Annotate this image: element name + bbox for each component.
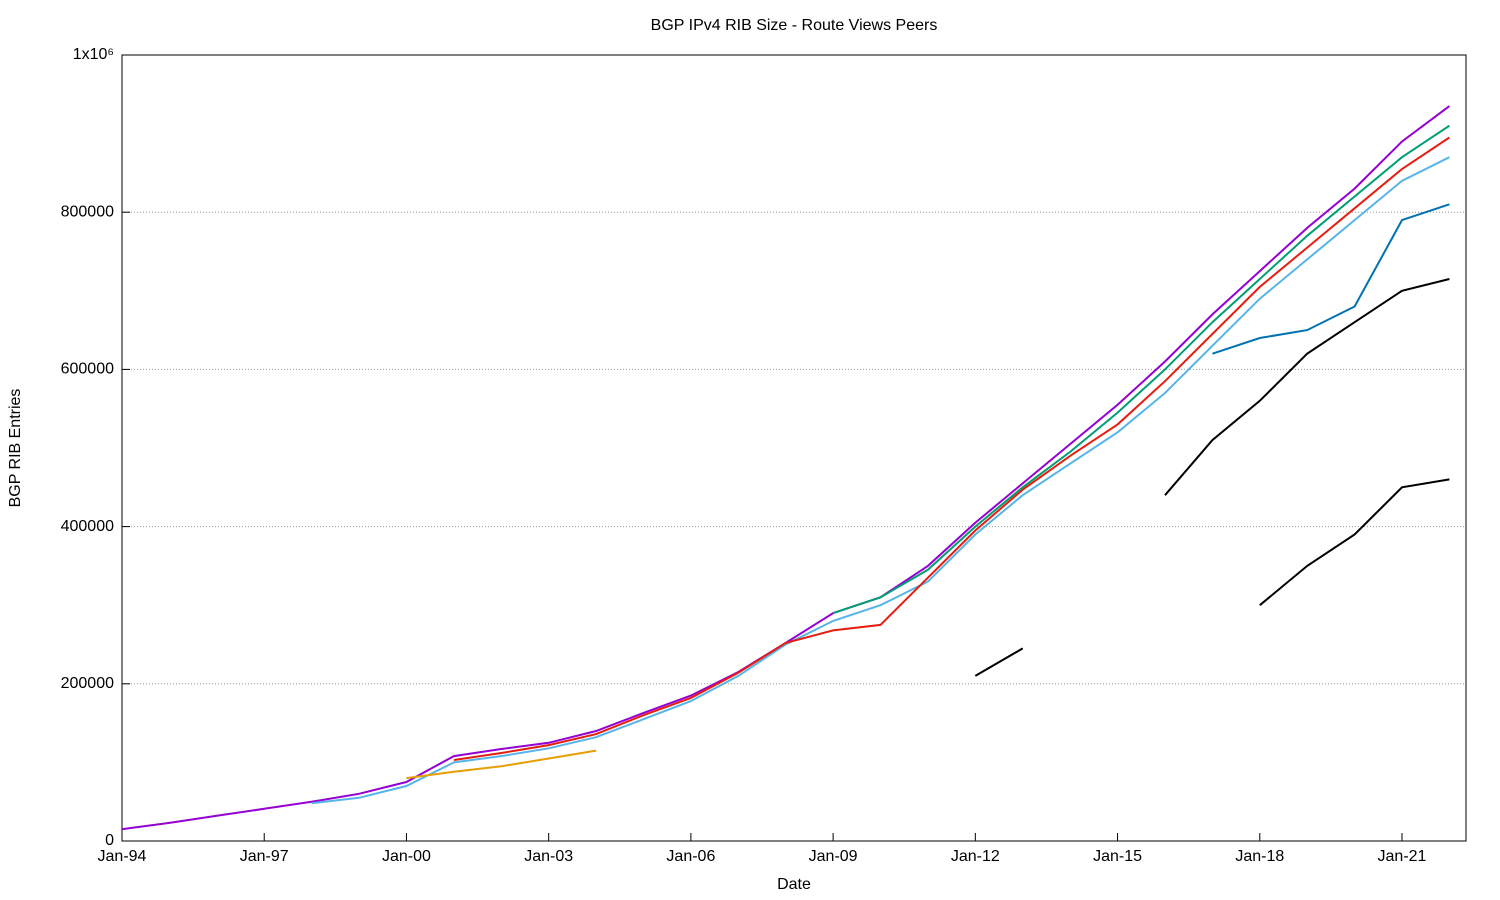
x-tick-label: Jan-15 [1093,848,1142,865]
x-tick-label: Jan-97 [240,848,289,865]
chart-title: BGP IPv4 RIB Size - Route Views Peers [651,17,938,34]
x-tick-label: Jan-12 [951,848,1000,865]
series-line [832,124,1450,615]
y-tick-label: 600000 [61,361,114,378]
y-tick-label: 0 [105,832,114,849]
series-line [1164,278,1450,496]
x-tick-label: Jan-00 [382,848,431,865]
series-line [1212,203,1450,355]
y-tick-label: 200000 [61,675,114,692]
x-tick-label: Jan-09 [809,848,858,865]
series-line [406,749,597,780]
series-line [974,647,1024,677]
series-line [121,105,1450,831]
series-line [453,136,1450,761]
x-tick-label: Jan-94 [98,848,147,865]
plot-frame [121,54,1467,842]
series-line [311,156,1450,805]
y-axis-label: BGP RIB Entries [7,389,24,508]
x-axis-label: Date [777,876,811,893]
y-tick-label: 400000 [61,518,114,535]
x-tick-label: Jan-18 [1235,848,1284,865]
x-tick-label: Jan-06 [666,848,715,865]
y-tick-label: 800000 [61,203,114,220]
y-tick-label: 1x10⁶ [73,46,114,63]
x-tick-label: Jan-21 [1378,848,1427,865]
x-tick-label: Jan-03 [524,848,573,865]
series-line [1259,478,1450,606]
